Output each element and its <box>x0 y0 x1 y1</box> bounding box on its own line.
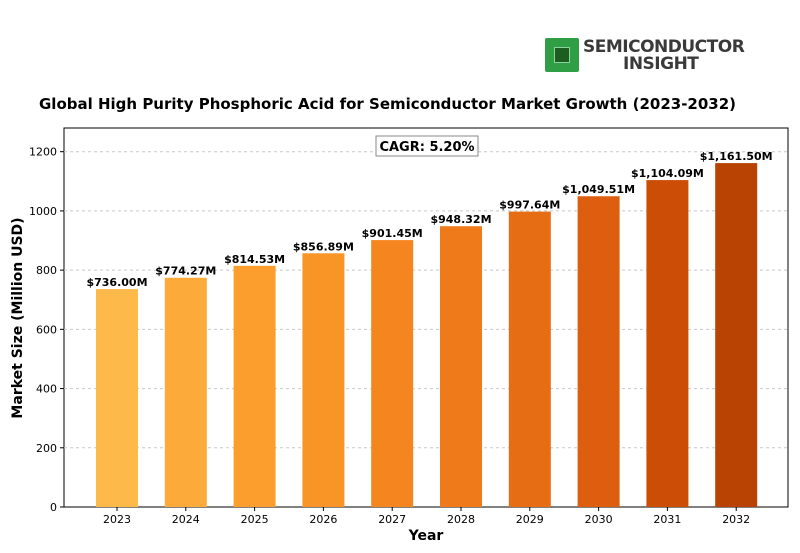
bar-value-label: $1,104.09M <box>631 167 704 180</box>
semiconductor-insight-logo: SEMICONDUCTOR INSIGHT <box>545 37 745 74</box>
y-tick-label: 200 <box>36 442 57 455</box>
logo-text-line1: SEMICONDUCTOR <box>583 37 745 57</box>
bar-value-label: $814.53M <box>224 253 285 266</box>
bar-2032 <box>715 163 758 508</box>
y-tick-label: 600 <box>36 323 57 336</box>
bar-2025 <box>233 265 276 507</box>
bar-2027 <box>371 240 414 507</box>
plot-frame <box>63 127 789 508</box>
bar-2026 <box>302 253 345 507</box>
y-axis-label: Market Size (Million USD) <box>10 217 26 418</box>
x-axis-ticks: 2023 2024 2025 2026 2027 2028 2029 2030 2031 2032 <box>103 507 750 526</box>
logo-text-line2: INSIGHT <box>623 54 699 74</box>
cagr-label: CAGR: 5.20% <box>379 140 474 155</box>
chip-icon <box>545 38 579 72</box>
cagr-annotation: CAGR: 5.20% <box>375 135 479 157</box>
x-tick-label: 2031 <box>653 513 681 526</box>
bar-value-label: $856.89M <box>293 240 354 253</box>
x-axis-label: Year <box>408 528 444 544</box>
bar-2028 <box>440 226 482 507</box>
bar-2031 <box>646 180 689 507</box>
y-tick-label: 800 <box>36 264 57 277</box>
bar-2024 <box>164 277 207 507</box>
y-tick-label: 1000 <box>29 205 57 218</box>
y-tick-label: 0 <box>50 501 57 514</box>
y-tick-label: 400 <box>36 383 57 396</box>
bar-2030 <box>577 196 620 507</box>
x-tick-label: 2024 <box>172 513 200 526</box>
bar-value-label: $774.27M <box>155 265 216 278</box>
bar-value-label: $948.32M <box>430 213 491 226</box>
chart-title: Global High Purity Phosphoric Acid for S… <box>39 95 736 113</box>
bar-value-labels: $736.00M $774.27M $814.53M $856.89M $901.45M… <box>86 150 772 289</box>
x-tick-label: 2023 <box>103 513 131 526</box>
bar-value-label: $1,049.51M <box>562 183 635 196</box>
y-axis-ticks: 0 200 400 600 800 1000 1200 <box>29 146 64 514</box>
x-tick-label: 2026 <box>309 513 337 526</box>
x-tick-label: 2028 <box>447 513 475 526</box>
bar-value-label: $736.00M <box>86 276 147 289</box>
x-tick-label: 2025 <box>241 513 269 526</box>
bar-value-label: $901.45M <box>362 227 423 240</box>
x-tick-label: 2029 <box>516 513 544 526</box>
bar-value-label: $1,161.50M <box>700 150 773 163</box>
y-tick-label: 1200 <box>29 146 57 159</box>
bar-2023 <box>96 289 138 507</box>
x-tick-label: 2030 <box>585 513 613 526</box>
bars <box>96 163 758 508</box>
x-tick-label: 2027 <box>378 513 406 526</box>
x-tick-label: 2032 <box>722 513 750 526</box>
bar-2029 <box>508 211 551 507</box>
bar-value-label: $997.64M <box>499 199 560 212</box>
